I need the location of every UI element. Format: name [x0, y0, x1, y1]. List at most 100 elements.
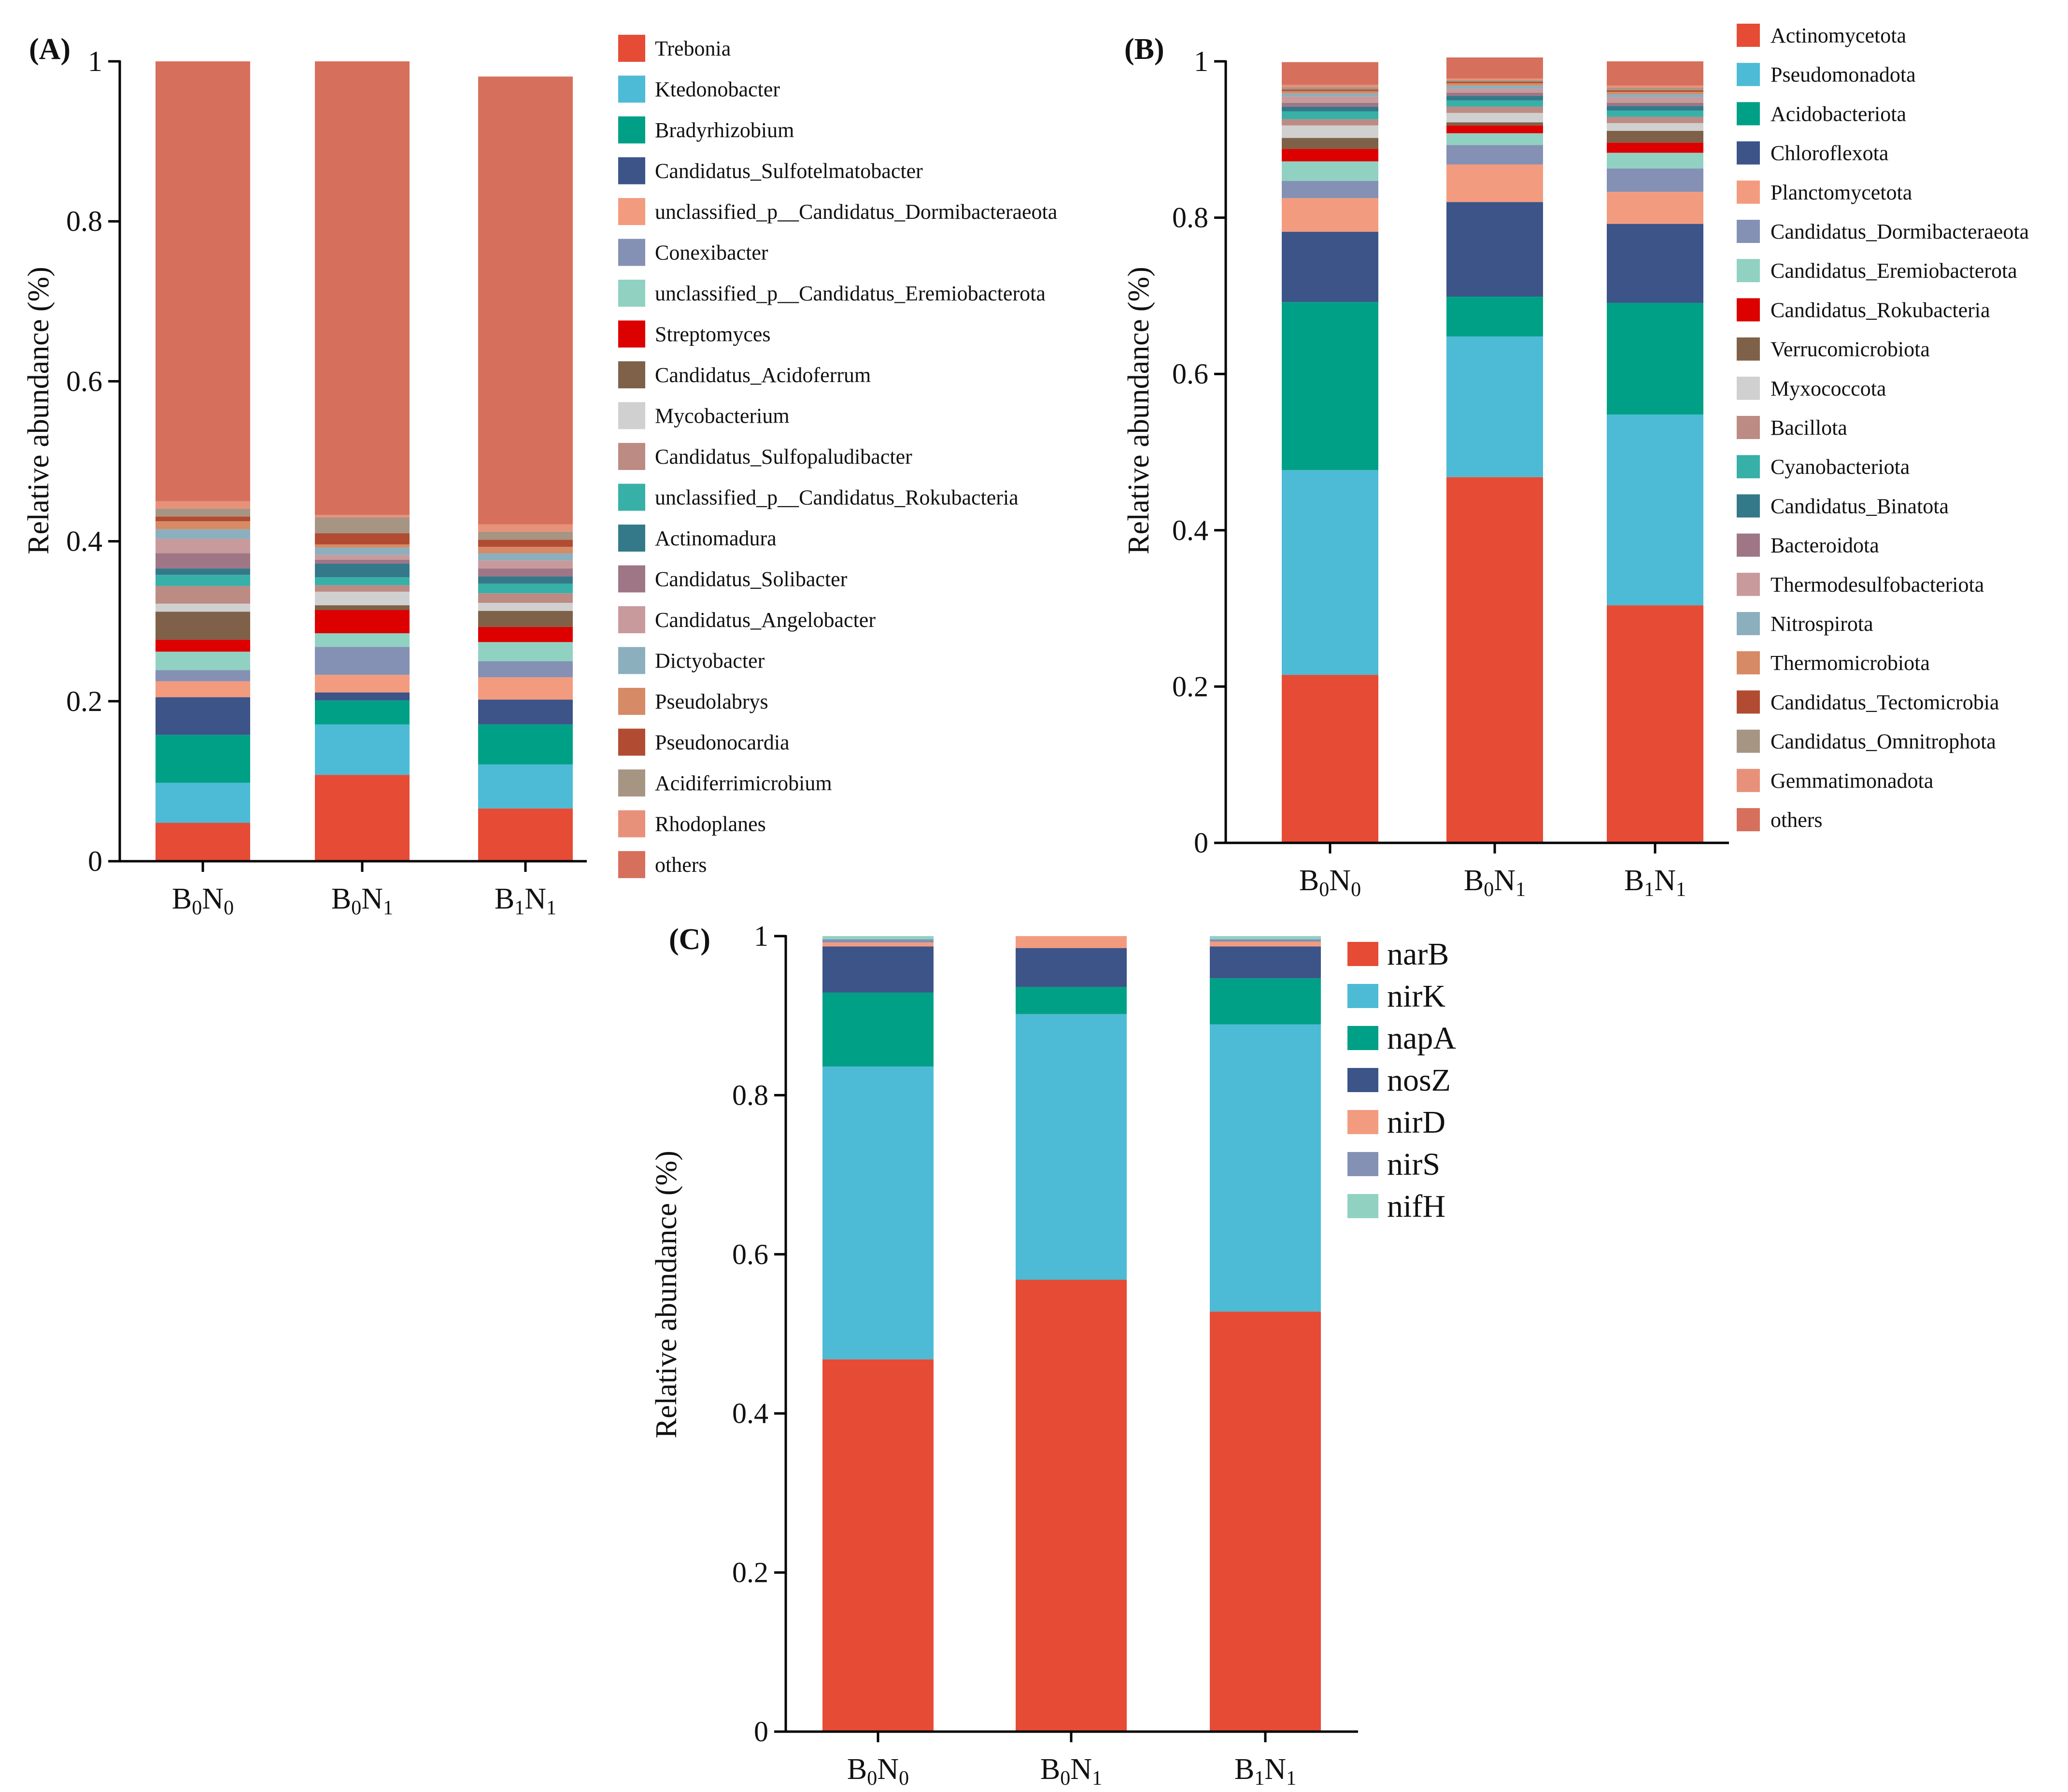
- bar-segment: [478, 724, 573, 765]
- bar-segment: [1607, 97, 1703, 103]
- bar-segment: [315, 647, 410, 675]
- panel-b: (B) Relative abundance (%) 0 0.2 0.4 0.6 0.8…: [1122, 24, 2029, 901]
- bar-segment: [315, 559, 410, 564]
- legend-label: Chloroflexota: [1771, 142, 1888, 165]
- legend-label: others: [1771, 808, 1823, 832]
- bar-segment: [1210, 941, 1321, 947]
- legend-swatch: [1737, 259, 1760, 283]
- bar-segment: [1607, 302, 1703, 415]
- legend-swatch: [1737, 690, 1760, 714]
- y-tick-label: 1: [754, 920, 768, 952]
- bar-segment: [1016, 948, 1127, 987]
- bar-segment: [1607, 61, 1703, 86]
- bar-segment: [1282, 91, 1378, 94]
- panel-a-label: (A): [29, 33, 71, 66]
- legend-swatch: [618, 239, 645, 266]
- bar-segment: [156, 823, 250, 861]
- bar-segment: [1016, 1014, 1127, 1280]
- y-tick-label: 0.8: [732, 1079, 768, 1111]
- legend-label: Candidatus_Dormibacteraeota: [1771, 220, 2029, 243]
- panel-a-y-axis-title: Relative abundance (%): [22, 267, 55, 555]
- legend-label: Streptomyces: [655, 323, 771, 346]
- bar-segment: [1446, 57, 1543, 79]
- legend-label: Cyanobacteriota: [1771, 455, 1910, 479]
- legend-label: Candidatus_Sulfotelmatobacter: [655, 159, 923, 183]
- bar-segment: [1607, 192, 1703, 224]
- bar-segment: [822, 936, 934, 939]
- bar-segment: [1446, 82, 1543, 84]
- legend-label: Actinomadura: [655, 526, 777, 550]
- legend-label: Dictyobacter: [655, 649, 765, 673]
- x-category-label: B0N0: [1299, 864, 1361, 901]
- legend-label: Myxococcota: [1771, 377, 1886, 400]
- legend-label: Actinomycetota: [1771, 24, 1906, 47]
- bar-segment: [156, 553, 250, 569]
- bar-segment: [315, 547, 410, 555]
- legend-label: nirK: [1387, 979, 1445, 1014]
- y-tick-label: 0.2: [732, 1557, 768, 1589]
- bar-segment: [1446, 96, 1543, 100]
- bar-segment: [1446, 133, 1543, 145]
- y-tick-label: 0: [88, 845, 102, 877]
- bar-segment: [1282, 62, 1378, 85]
- legend-label: nifH: [1387, 1189, 1445, 1224]
- bar-segment: [1446, 122, 1543, 126]
- panel-a-x-categories: B0N0 B0N1 B1N1: [172, 882, 556, 919]
- bar-segment: [478, 677, 573, 700]
- legend-swatch: [1737, 533, 1760, 557]
- panel-b-x-categories: B0N0 B0N1 B1N1: [1299, 864, 1686, 901]
- bar-segment: [1282, 470, 1378, 675]
- bar-segment: [1607, 92, 1703, 94]
- bar-segment: [156, 501, 250, 509]
- bar-segment: [156, 575, 250, 586]
- bar-segment: [478, 593, 573, 603]
- bar-segment: [478, 568, 573, 577]
- bar-segment: [156, 612, 250, 640]
- bar-segment: [1016, 936, 1127, 948]
- legend-label: nosZ: [1387, 1063, 1451, 1098]
- legend-swatch: [1347, 1110, 1378, 1134]
- bar-segment: [1607, 116, 1703, 123]
- bar-segment: [1607, 102, 1703, 106]
- bar-segment: [1282, 181, 1378, 199]
- panel-c-legend: narB nirK napA nosZ nirD nirS nifH: [1347, 937, 1456, 1224]
- legend-label: Bacteroidota: [1771, 534, 1879, 557]
- panel-b-y-ticks: 0 0.2 0.4 0.6 0.8 1: [1172, 45, 1226, 859]
- legend-swatch: [1737, 416, 1760, 439]
- bar-segment: [315, 610, 410, 634]
- legend-label: nirS: [1387, 1147, 1440, 1182]
- legend-label: unclassified_p__Candidatus_Dormibacterae…: [655, 200, 1057, 224]
- y-tick-label: 0.4: [66, 526, 102, 557]
- bar-segment: [1446, 125, 1543, 133]
- bar-segment: [1446, 85, 1543, 89]
- y-tick-label: 0.4: [1172, 514, 1208, 546]
- legend-swatch: [618, 402, 645, 429]
- bar-segment: [1282, 675, 1378, 843]
- legend-swatch: [618, 75, 645, 103]
- bar-segment: [1282, 138, 1378, 149]
- legend-swatch: [1737, 651, 1760, 675]
- legend-swatch: [1737, 141, 1760, 165]
- panel-c-x-categories: B0N0 B0N1 B1N1: [847, 1753, 1296, 1790]
- bar-segment: [156, 508, 250, 517]
- bar-segment: [1210, 1024, 1321, 1312]
- legend-swatch: [1737, 376, 1760, 400]
- legend-swatch: [1737, 768, 1760, 792]
- panel-a-y-ticks: 0 0.2 0.4 0.6 0.8 1: [66, 45, 120, 877]
- legend-label: others: [655, 853, 707, 877]
- legend-swatch: [1737, 572, 1760, 596]
- panel-b-axes: [1224, 60, 1729, 853]
- bar-segment: [315, 555, 410, 560]
- bar-segment: [315, 633, 410, 647]
- legend-label: unclassified_p__Candidatus_Eremiobactero…: [655, 282, 1046, 305]
- bar-segment: [156, 529, 250, 539]
- legend-label: Thermodesulfobacteriota: [1771, 573, 1984, 597]
- bar-segment: [822, 939, 934, 943]
- bar-segment: [478, 547, 573, 554]
- panel-b-y-axis-title: Relative abundance (%): [1122, 267, 1155, 555]
- bar-segment: [478, 626, 573, 642]
- bar-segment: [1282, 85, 1378, 87]
- x-category-label: B1N1: [1234, 1753, 1296, 1790]
- bar-segment: [478, 611, 573, 627]
- legend-swatch: [1737, 63, 1760, 86]
